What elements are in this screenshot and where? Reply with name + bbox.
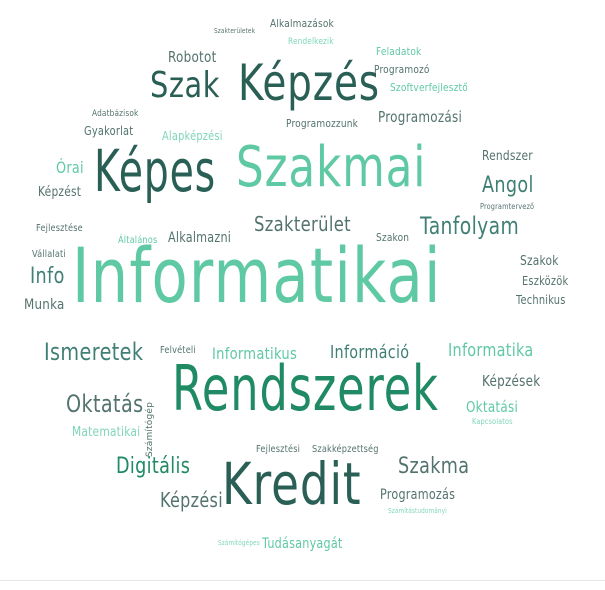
- word-vallalati: Vállalati: [32, 249, 66, 260]
- word-fejlesztesi: Fejlesztési: [256, 444, 301, 455]
- word-orai: Órai: [56, 158, 84, 177]
- word-gyakorlat: Gyakorlat: [84, 124, 134, 138]
- word-szakma: Szakma: [398, 454, 470, 479]
- word-szamitastudomanyi: Számítástudományi: [388, 507, 447, 515]
- word-informatikus: Informatikus: [212, 344, 298, 363]
- word-matematikai: Matematikai: [72, 425, 141, 440]
- word-tanfolyam: Tanfolyam: [420, 212, 520, 240]
- word-rendszer: Rendszer: [482, 149, 533, 164]
- word-kredit: Kredit: [222, 450, 362, 518]
- word-info: Info: [30, 264, 65, 289]
- word-rendszerek: Rendszerek: [172, 352, 439, 425]
- word-ismeretek: Ismeretek: [44, 338, 144, 366]
- word-informatikai: Informatikai: [72, 231, 442, 320]
- word-kepzest: Képzést: [38, 185, 82, 200]
- word-kepes: Képes: [94, 137, 216, 205]
- word-programozas: Programozás: [380, 487, 456, 503]
- word-szakterulet: Szakterület: [254, 212, 351, 236]
- word-kepzesi: Képzési: [160, 488, 223, 512]
- word-kepzesek: Képzések: [482, 372, 541, 390]
- word-eszkozok: Eszközök: [522, 274, 569, 288]
- word-szak: Szak: [150, 65, 221, 106]
- word-szakkepzettseg: Szakképzettség: [312, 444, 379, 455]
- word-digitalis: Digitális: [116, 454, 191, 479]
- word-szakmai: Szakmai: [236, 135, 427, 200]
- word-technikus: Technikus: [516, 293, 566, 307]
- word-programtervezo: Programtervező: [480, 202, 535, 211]
- word-szakon: Szakon: [376, 231, 410, 244]
- word-feladatok: Feladatok: [376, 45, 422, 58]
- word-kepzes: Képzés: [238, 54, 380, 112]
- word-rendelkezik: Rendelkezik: [288, 37, 334, 47]
- word-programozzunk: Programozzunk: [286, 117, 359, 130]
- word-altalanos: Általános: [118, 235, 158, 246]
- word-munka: Munka: [24, 297, 65, 313]
- word-felveteli: Felvételi: [160, 345, 196, 356]
- word-tudasanyagat: Tudásanyagát: [262, 536, 343, 552]
- bottom-border: [0, 580, 605, 581]
- word-alkalmazasok: Alkalmazások: [270, 17, 334, 30]
- word-szakok: Szakok: [520, 254, 559, 269]
- word-angol: Angol: [482, 173, 534, 198]
- word-szoftverfejleszto: Szoftverfejlesztő: [390, 81, 468, 94]
- word-oktatas: Oktatás: [66, 390, 144, 418]
- word-informatika: Informatika: [448, 340, 534, 361]
- word-szakteruletek: Szakterületek: [214, 27, 256, 35]
- word-alkalmazni: Alkalmazni: [168, 230, 232, 246]
- word-adatbazisok: Adatbázisok: [92, 109, 139, 119]
- word-robotot: Robotot: [168, 48, 217, 66]
- word-szamitogep: Számítógép: [145, 402, 155, 458]
- word-fejlesztese: Fejlesztése: [36, 223, 83, 234]
- word-oktatasi: Oktatási: [466, 398, 519, 416]
- word-alapkepzesi: Alapképzési: [162, 129, 223, 143]
- word-programozasi: Programozási: [378, 108, 463, 126]
- word-programozo: Programozó: [374, 63, 430, 76]
- word-kapcsolatos: Kapcsolatos: [472, 417, 513, 426]
- word-informacio: Információ: [330, 342, 410, 363]
- word-szamitogepes: Számítógépes: [218, 539, 260, 547]
